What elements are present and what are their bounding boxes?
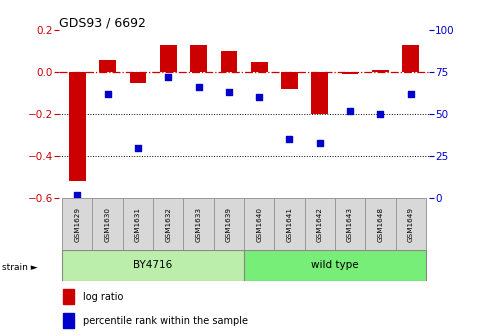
Bar	[244, 250, 426, 281]
Bar	[190, 45, 207, 72]
Bar	[305, 198, 335, 250]
Bar	[220, 51, 237, 72]
Bar	[183, 198, 214, 250]
Text: GSM1648: GSM1648	[378, 207, 384, 242]
Text: GSM1639: GSM1639	[226, 207, 232, 242]
Point	[346, 108, 354, 114]
Text: GSM1642: GSM1642	[317, 207, 323, 242]
Text: GSM1629: GSM1629	[74, 207, 80, 242]
Text: GSM1641: GSM1641	[286, 207, 292, 242]
Text: wild type: wild type	[311, 260, 359, 270]
Point	[255, 95, 263, 100]
Bar	[251, 62, 268, 72]
Bar	[62, 250, 244, 281]
Bar	[335, 198, 365, 250]
Text: GDS93 / 6692: GDS93 / 6692	[59, 16, 146, 29]
Point	[195, 85, 203, 90]
Text: GSM1640: GSM1640	[256, 207, 262, 242]
Bar	[274, 198, 305, 250]
Text: GSM1632: GSM1632	[165, 207, 171, 242]
Point	[285, 137, 293, 142]
Bar	[160, 45, 176, 72]
Bar	[130, 72, 146, 83]
Point	[134, 145, 142, 151]
Text: GSM1643: GSM1643	[347, 207, 353, 242]
Bar	[395, 198, 426, 250]
Bar	[214, 198, 244, 250]
Text: GSM1633: GSM1633	[196, 207, 202, 242]
Bar	[281, 72, 298, 89]
Point	[73, 192, 81, 198]
Bar	[63, 313, 74, 328]
Point	[225, 90, 233, 95]
Bar	[365, 198, 395, 250]
Bar	[342, 72, 358, 74]
Bar	[312, 72, 328, 114]
Bar	[402, 45, 419, 72]
Bar	[93, 198, 123, 250]
Bar	[153, 198, 183, 250]
Text: log ratio: log ratio	[83, 292, 124, 302]
Bar	[63, 289, 74, 304]
Text: percentile rank within the sample: percentile rank within the sample	[83, 316, 248, 326]
Point	[316, 140, 324, 145]
Point	[407, 91, 415, 97]
Text: GSM1631: GSM1631	[135, 207, 141, 242]
Text: GSM1649: GSM1649	[408, 207, 414, 242]
Text: strain ►: strain ►	[2, 263, 38, 271]
Point	[164, 75, 172, 80]
Bar	[62, 198, 93, 250]
Point	[377, 112, 385, 117]
Bar	[123, 198, 153, 250]
Bar	[244, 198, 274, 250]
Bar	[99, 60, 116, 72]
Bar	[372, 70, 389, 72]
Text: BY4716: BY4716	[134, 260, 173, 270]
Bar	[69, 72, 86, 181]
Text: GSM1630: GSM1630	[105, 207, 110, 242]
Point	[104, 91, 111, 97]
